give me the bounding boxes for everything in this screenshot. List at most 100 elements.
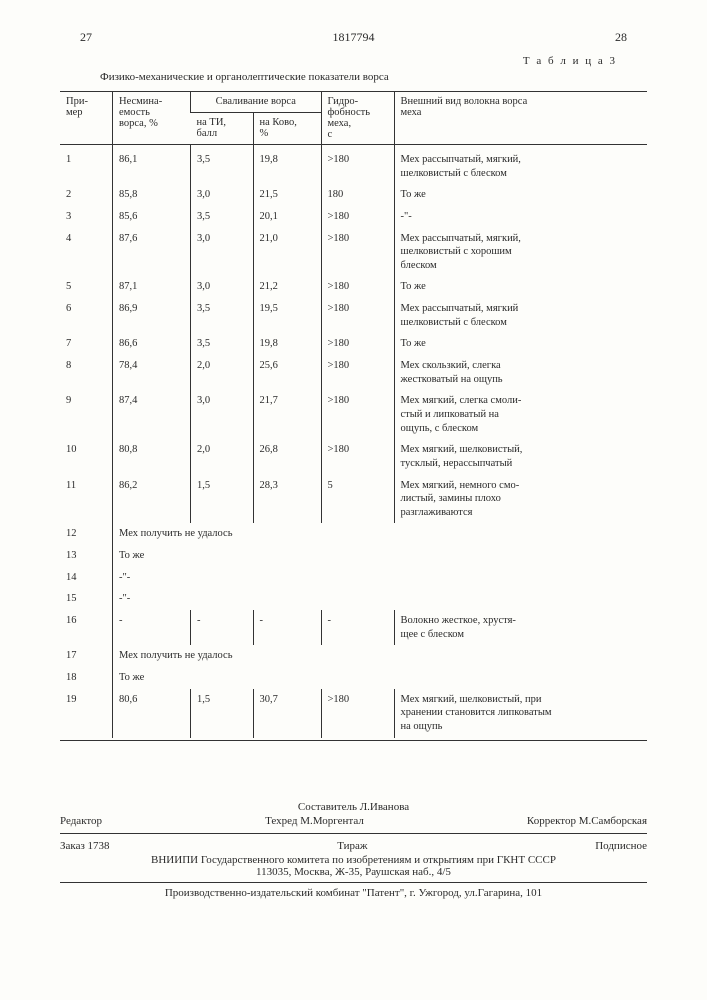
table-cell: 30,7 <box>253 689 321 738</box>
table-row: 17Мех получить не удалось <box>60 645 647 667</box>
table-row: 285,83,021,5180То же <box>60 184 647 206</box>
col-header: Несмина-емостьворса, % <box>113 92 191 145</box>
table-cell: 86,9 <box>113 298 191 333</box>
table-cell: 8 <box>60 355 113 390</box>
table-cell: 1 <box>60 145 113 185</box>
table-cell: >180 <box>321 206 394 228</box>
table-cell: 2,0 <box>191 355 254 390</box>
table-cell: То же <box>394 184 647 206</box>
corrector: Корректор М.Самборская <box>527 815 647 827</box>
table-cell: >180 <box>321 145 394 185</box>
table-cell: 21,5 <box>253 184 321 206</box>
page-num-left: 27 <box>80 30 92 45</box>
table-cell: 4 <box>60 228 113 277</box>
prod: Производственно-издательский комбинат "П… <box>60 887 647 899</box>
table-cell: >180 <box>321 333 394 355</box>
table-cell: 3,0 <box>191 390 254 439</box>
table-row: 13То же <box>60 545 647 567</box>
table-row: 587,13,021,2>180То же <box>60 276 647 298</box>
table-row: 385,63,520,1>180-"- <box>60 206 647 228</box>
table-row: 1186,21,528,35Мех мягкий, немного смо-ли… <box>60 475 647 524</box>
table-cell: 3 <box>60 206 113 228</box>
table-cell: 21,7 <box>253 390 321 439</box>
col-header: Гидро-фобностьмеха,с <box>321 92 394 145</box>
vniipi: ВНИИПИ Государственного комитета по изоб… <box>60 854 647 878</box>
table-cell: 3,0 <box>191 228 254 277</box>
col-subheader: на Ково,% <box>253 112 321 144</box>
table-row: 1980,61,530,7>180Мех мягкий, шелковистый… <box>60 689 647 738</box>
table-row: 487,63,021,0>180Мех рассыпчатый, мягкий,… <box>60 228 647 277</box>
table-cell: 19,8 <box>253 333 321 355</box>
table-row: 686,93,519,5>180Мех рассыпчатый, мягкийш… <box>60 298 647 333</box>
col-subheader: на ТИ,балл <box>191 112 254 144</box>
footer-block: Составитель Л.Иванова Редактор Техред М.… <box>60 801 647 899</box>
table-cell: 3,5 <box>191 206 254 228</box>
table-cell: 25,6 <box>253 355 321 390</box>
table-cell: Мех мягкий, немного смо-листый, замины п… <box>394 475 647 524</box>
table-cell: 80,8 <box>113 439 191 474</box>
table-cell: 28,3 <box>253 475 321 524</box>
doc-number: 1817794 <box>333 30 375 45</box>
table-cell: 3,0 <box>191 276 254 298</box>
table-cell: 3,0 <box>191 184 254 206</box>
table-cell: 21,0 <box>253 228 321 277</box>
table-cell: 21,2 <box>253 276 321 298</box>
table-cell: 7 <box>60 333 113 355</box>
table-cell: >180 <box>321 390 394 439</box>
page-num-right: 28 <box>615 30 627 45</box>
table-cell: 86,6 <box>113 333 191 355</box>
table-cell: Мех мягкий, слегка смоли-стый и липковат… <box>394 390 647 439</box>
compiler: Составитель Л.Иванова <box>60 801 647 813</box>
table-cell: 19,8 <box>253 145 321 185</box>
table-cell: 16 <box>60 610 113 645</box>
table-cell: >180 <box>321 228 394 277</box>
techred: Техред М.Моргентал <box>265 815 364 827</box>
table-cell: 80,6 <box>113 689 191 738</box>
table-cell: - <box>321 610 394 645</box>
table-cell: - <box>191 610 254 645</box>
table-cell: 3,5 <box>191 145 254 185</box>
table-cell: 2,0 <box>191 439 254 474</box>
table-cell: 10 <box>60 439 113 474</box>
table-cell: 20,1 <box>253 206 321 228</box>
podpis: Подписное <box>595 840 647 852</box>
table-cell: Мех рассыпчатый, мягкий,шелковистый с хо… <box>394 228 647 277</box>
table-cell: Мех рассыпчатый, мягкий,шелковистый с бл… <box>394 145 647 185</box>
table-row: 186,13,519,8>180Мех рассыпчатый, мягкий,… <box>60 145 647 185</box>
table-row: 16----Волокно жесткое, хрустя-щее с блес… <box>60 610 647 645</box>
table-cell: 86,2 <box>113 475 191 524</box>
table-cell: 3,5 <box>191 298 254 333</box>
table-cell: Мех рассыпчатый, мягкийшелковистый с бле… <box>394 298 647 333</box>
editor-label: Редактор <box>60 815 102 827</box>
table-row: 786,63,519,8>180То же <box>60 333 647 355</box>
col-header: Сваливание ворса <box>191 92 322 113</box>
col-header: Внешний вид волокна ворсамеха <box>394 92 647 145</box>
table-cell: Мех мягкий, шелковистый,тусклый, нерассы… <box>394 439 647 474</box>
table-cell: 86,1 <box>113 145 191 185</box>
table-cell: >180 <box>321 298 394 333</box>
table-cell: 85,8 <box>113 184 191 206</box>
table-cell: -"- <box>394 206 647 228</box>
table-cell: 5 <box>60 276 113 298</box>
table-cell: - <box>253 610 321 645</box>
table-cell: 26,8 <box>253 439 321 474</box>
table-cell: 1,5 <box>191 689 254 738</box>
table-cell: 9 <box>60 390 113 439</box>
table-cell: - <box>113 610 191 645</box>
table-row: 12Мех получить не удалось <box>60 523 647 545</box>
table-cell: >180 <box>321 355 394 390</box>
table-row: 878,42,025,6>180Мех скользкий, слегкажес… <box>60 355 647 390</box>
table-cell: 85,6 <box>113 206 191 228</box>
table-label: Т а б л и ц а 3 <box>60 55 617 67</box>
data-table: При-мер Несмина-емостьворса, % Сваливани… <box>60 91 647 738</box>
order: Заказ 1738 <box>60 840 110 852</box>
table-cell: Мех скользкий, слегкажестковатый на ощуп… <box>394 355 647 390</box>
table-cell: 78,4 <box>113 355 191 390</box>
table-cell: >180 <box>321 689 394 738</box>
table-cell: 19 <box>60 689 113 738</box>
table-cell: 19,5 <box>253 298 321 333</box>
table-caption: Физико-механические и органолептические … <box>100 71 647 83</box>
table-cell: 6 <box>60 298 113 333</box>
table-cell: 5 <box>321 475 394 524</box>
table-row: 15-"- <box>60 588 647 610</box>
